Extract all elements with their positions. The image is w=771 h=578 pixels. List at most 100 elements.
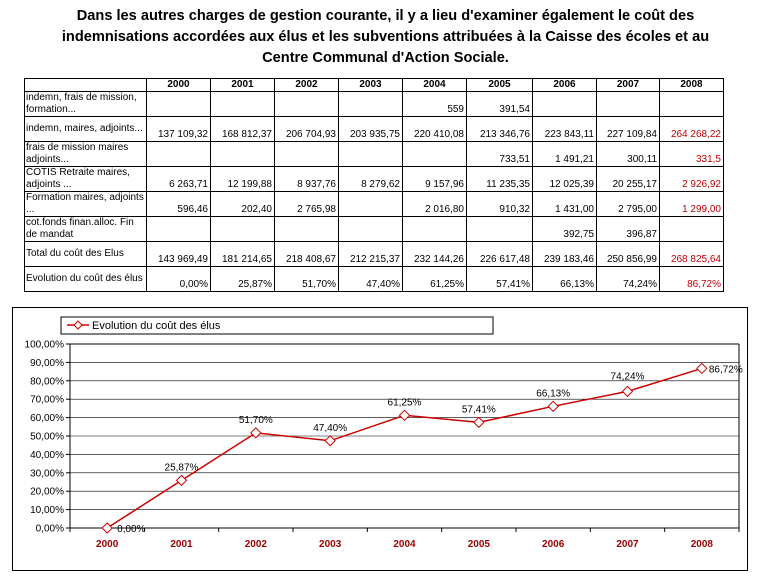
table-cell: 213 346,76 [466, 116, 533, 142]
table-row: Total du coût des Elus 143 969,49 181 214,… [24, 241, 724, 267]
table-cell [596, 91, 660, 117]
x-tick-label: 2007 [616, 539, 639, 550]
cost-table: 2000 2001 2002 2003 2004 2005 2006 2007 … [24, 78, 724, 292]
table-cell: 2 765,98 [274, 191, 339, 217]
y-tick-label: 70,00% [30, 395, 64, 406]
table-row: indemn, frais de mission, formation... 55… [24, 91, 724, 117]
table-header-corner [24, 78, 147, 92]
table-cell [402, 216, 467, 242]
data-point-marker [621, 385, 634, 398]
table-header-year: 2003 [338, 78, 403, 92]
data-point-marker [398, 409, 411, 422]
legend-label: Evolution du coût des élus [92, 320, 221, 332]
table-cell: 268 825,64 [659, 241, 724, 267]
x-tick-label: 2008 [691, 539, 714, 550]
table-cell [274, 141, 339, 167]
table-cell: 2 016,80 [402, 191, 467, 217]
data-label: 47,40% [313, 423, 347, 434]
y-tick-label: 0,00% [36, 524, 64, 535]
table-cell: 227 109,84 [596, 116, 660, 142]
table-cell: 596,46 [146, 191, 211, 217]
table-row: cot.fonds finan.alloc. Fin de mandat 392,… [24, 216, 724, 242]
y-tick-label: 100,00% [25, 340, 65, 351]
y-tick-label: 80,00% [30, 376, 64, 387]
table-cell: 218 408,67 [274, 241, 339, 267]
legend-marker-swatch [73, 320, 83, 330]
table-cell: 2 795,00 [596, 191, 660, 217]
title-line-3: Centre Communal d'Action Sociale. [262, 50, 509, 66]
table-cell: 392,75 [532, 216, 597, 242]
table-cell: 0,00% [146, 266, 211, 292]
table-header-year: 2000 [146, 78, 211, 92]
table-row: COTIS Retraite maires, adjoints ... 6 263… [24, 166, 724, 192]
data-label: 51,70% [239, 415, 273, 426]
table-cell: 51,70% [274, 266, 339, 292]
table-cell [338, 216, 403, 242]
table-cell: 220 410,08 [402, 116, 467, 142]
table-cell: 12 025,39 [532, 166, 597, 192]
table-cell [210, 141, 275, 167]
table-cell: 74,24% [596, 266, 660, 292]
table-cell [402, 141, 467, 167]
y-tick-label: 50,00% [30, 432, 64, 443]
y-tick-label: 40,00% [30, 450, 64, 461]
data-point-marker [324, 435, 336, 447]
row-label: COTIS Retraite maires, adjoints ... [24, 166, 147, 192]
table-cell: 66,13% [532, 266, 597, 292]
table-cell: 181 214,65 [210, 241, 275, 267]
table-cell: 250 856,99 [596, 241, 660, 267]
table-cell [659, 91, 724, 117]
table-header-year: 2006 [532, 78, 597, 92]
table-cell: 226 617,48 [466, 241, 533, 267]
table-row: Formation maires, adjoints ... 596,46 202,… [24, 191, 724, 217]
data-point-marker [101, 522, 113, 534]
row-label: indemn, frais de mission, formation... [24, 91, 147, 117]
chart-container: Evolution du coût des élus 0,00% 10,00% 20… [12, 307, 748, 571]
table-cell: 239 183,46 [532, 241, 597, 267]
y-tick-label: 30,00% [30, 468, 64, 479]
table-cell: 212 215,37 [338, 241, 403, 267]
table-cell: 8 937,76 [274, 166, 339, 192]
table-row: indemn, maires, adjoints... 137 109,32 168… [24, 116, 724, 142]
x-tick-label: 2003 [319, 539, 342, 550]
title-line-2: indemnisations accordées aux élus et les… [61, 29, 710, 45]
y-tick-label: 90,00% [30, 358, 64, 369]
table-cell [146, 91, 211, 117]
data-label: 61,25% [388, 397, 422, 408]
table-header-year: 2001 [210, 78, 275, 92]
table-cell: 57,41% [466, 266, 533, 292]
data-label: 0,00% [117, 524, 145, 535]
table-cell: 25,87% [210, 266, 275, 292]
chart-frame [12, 307, 748, 571]
table-cell: 47,40% [338, 266, 403, 292]
table-cell [338, 91, 403, 117]
table-cell: 9 157,96 [402, 166, 467, 192]
table-cell [274, 216, 339, 242]
row-label: Total du coût des Elus [24, 241, 147, 267]
y-axis-ticks: 0,00% 10,00% 20,00% 30,00% 40,00% 50,00% 60,00… [25, 340, 70, 535]
table-cell: 396,87 [596, 216, 660, 242]
table-cell [466, 216, 533, 242]
table-cell: 143 969,49 [146, 241, 211, 267]
data-label: 25,87% [165, 462, 199, 473]
table-cell: 12 199,88 [210, 166, 275, 192]
page-title: Dans les autres charges de gestion coura… [0, 6, 771, 69]
data-point-marker [696, 362, 708, 375]
table-header-year: 2005 [466, 78, 533, 92]
row-label: Formation maires, adjoints ... [24, 191, 147, 217]
data-point-marker [250, 427, 262, 439]
table-cell: 391,54 [466, 91, 533, 117]
table-cell [210, 216, 275, 242]
table-cell [338, 191, 403, 217]
data-label: 66,13% [536, 388, 570, 399]
table-cell: 300,11 [596, 141, 660, 167]
x-tick-label: 2000 [96, 539, 119, 550]
data-point-marker [175, 474, 188, 487]
table-cell: 1 431,00 [532, 191, 597, 217]
title-line-1: Dans les autres charges de gestion coura… [76, 8, 695, 24]
table-header-year: 2007 [596, 78, 660, 92]
row-label: Evolution du coût des élus [24, 266, 147, 292]
table-cell: 61,25% [402, 266, 467, 292]
table-cell: 203 935,75 [338, 116, 403, 142]
data-point-marker [547, 400, 559, 413]
